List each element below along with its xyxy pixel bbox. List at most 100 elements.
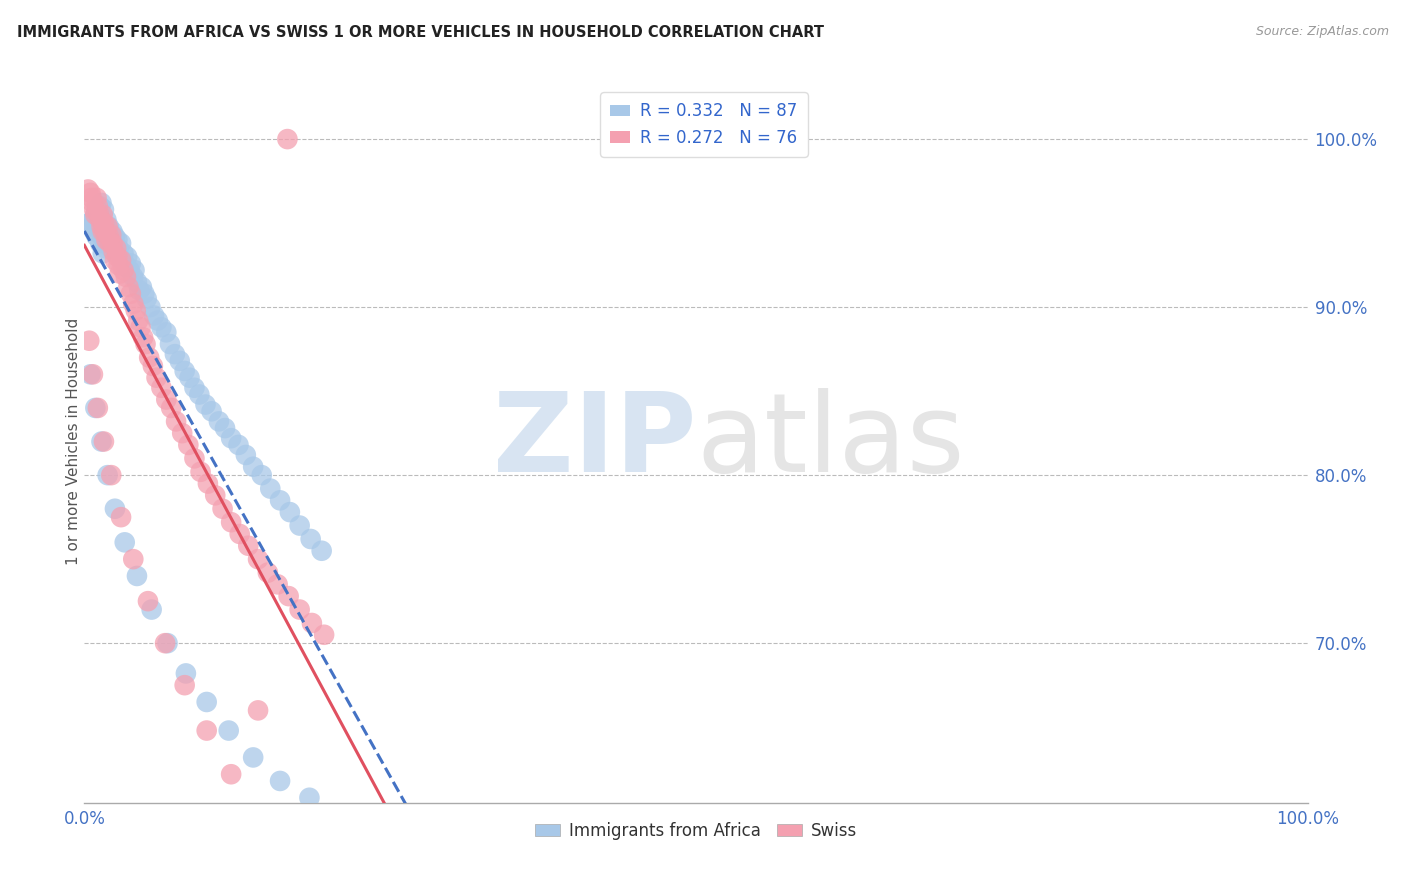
Swiss (79, 186, 101, 200)
Swiss (238, 539, 260, 553)
Immigrants from Africa (143, 309, 166, 323)
Swiss (82, 368, 104, 382)
Immigrants from Africa (194, 398, 217, 412)
Swiss (125, 303, 148, 318)
Swiss (87, 199, 110, 213)
Immigrants from Africa (311, 543, 333, 558)
Swiss (195, 723, 218, 738)
Immigrants from Africa (86, 229, 108, 244)
Swiss (100, 227, 122, 242)
Swiss (117, 280, 139, 294)
Immigrants from Africa (87, 218, 110, 232)
Swiss (136, 594, 159, 608)
Legend: Immigrants from Africa, Swiss: Immigrants from Africa, Swiss (529, 815, 863, 847)
Swiss (105, 250, 128, 264)
Immigrants from Africa (100, 241, 122, 255)
Swiss (94, 225, 117, 239)
Swiss (122, 552, 145, 566)
Swiss (87, 401, 110, 415)
Swiss (228, 527, 250, 541)
Swiss (91, 208, 114, 222)
Swiss (204, 488, 226, 502)
Swiss (266, 577, 288, 591)
Immigrants from Africa (89, 236, 111, 251)
Immigrants from Africa (120, 256, 142, 270)
Immigrants from Africa (278, 505, 301, 519)
Swiss (219, 515, 242, 529)
Swiss (172, 426, 194, 441)
Immigrants from Africa (118, 263, 141, 277)
Immigrants from Africa (163, 347, 186, 361)
Immigrants from Africa (115, 258, 138, 272)
Text: Source: ZipAtlas.com: Source: ZipAtlas.com (1256, 25, 1389, 38)
Immigrants from Africa (86, 202, 108, 217)
Immigrants from Africa (94, 225, 117, 239)
Swiss (89, 212, 111, 227)
Swiss (84, 208, 107, 222)
Immigrants from Africa (115, 250, 138, 264)
Swiss (110, 510, 132, 524)
Swiss (247, 703, 270, 717)
Swiss (93, 216, 115, 230)
Swiss (100, 468, 122, 483)
Immigrants from Africa (124, 263, 146, 277)
Immigrants from Africa (89, 199, 111, 213)
Immigrants from Africa (84, 208, 107, 222)
Swiss (107, 258, 129, 272)
Immigrants from Africa (125, 569, 148, 583)
Swiss (112, 263, 135, 277)
Swiss (257, 566, 280, 580)
Immigrants from Africa (156, 636, 179, 650)
Swiss (138, 351, 160, 365)
Immigrants from Africa (93, 233, 115, 247)
Swiss (91, 225, 114, 239)
Immigrants from Africa (97, 229, 120, 244)
Swiss (120, 286, 142, 301)
Immigrants from Africa (242, 750, 264, 764)
Immigrants from Africa (188, 387, 211, 401)
Immigrants from Africa (259, 482, 281, 496)
Swiss (105, 241, 128, 255)
Text: IMMIGRANTS FROM AFRICA VS SWISS 1 OR MORE VEHICLES IN HOUSEHOLD CORRELATION CHAR: IMMIGRANTS FROM AFRICA VS SWISS 1 OR MOR… (17, 25, 824, 40)
Immigrants from Africa (128, 283, 150, 297)
Text: ZIP: ZIP (492, 388, 696, 495)
Swiss (93, 434, 115, 449)
Immigrants from Africa (90, 434, 112, 449)
Immigrants from Africa (84, 401, 107, 415)
Swiss (197, 476, 219, 491)
Swiss (153, 636, 176, 650)
Immigrants from Africa (214, 421, 236, 435)
Immigrants from Africa (179, 370, 201, 384)
Immigrants from Africa (125, 275, 148, 289)
Immigrants from Africa (112, 246, 135, 260)
Swiss (247, 552, 270, 566)
Swiss (132, 330, 155, 344)
Immigrants from Africa (134, 286, 156, 301)
Immigrants from Africa (183, 381, 205, 395)
Immigrants from Africa (235, 448, 257, 462)
Swiss (104, 253, 127, 268)
Swiss (219, 767, 242, 781)
Swiss (183, 451, 205, 466)
Immigrants from Africa (219, 431, 242, 445)
Immigrants from Africa (103, 236, 125, 251)
Immigrants from Africa (155, 326, 177, 340)
Swiss (277, 589, 299, 603)
Immigrants from Africa (83, 225, 105, 239)
Immigrants from Africa (146, 313, 169, 327)
Swiss (160, 401, 183, 415)
Swiss (97, 229, 120, 244)
Immigrants from Africa (104, 229, 127, 244)
Swiss (83, 202, 105, 217)
Immigrants from Africa (91, 216, 114, 230)
Immigrants from Africa (111, 253, 134, 268)
Immigrants from Africa (135, 292, 157, 306)
Swiss (276, 132, 298, 146)
Swiss (122, 297, 145, 311)
Swiss (145, 370, 167, 384)
Swiss (314, 628, 336, 642)
Immigrants from Africa (131, 280, 153, 294)
Immigrants from Africa (299, 532, 322, 546)
Immigrants from Africa (104, 501, 127, 516)
Immigrants from Africa (228, 438, 250, 452)
